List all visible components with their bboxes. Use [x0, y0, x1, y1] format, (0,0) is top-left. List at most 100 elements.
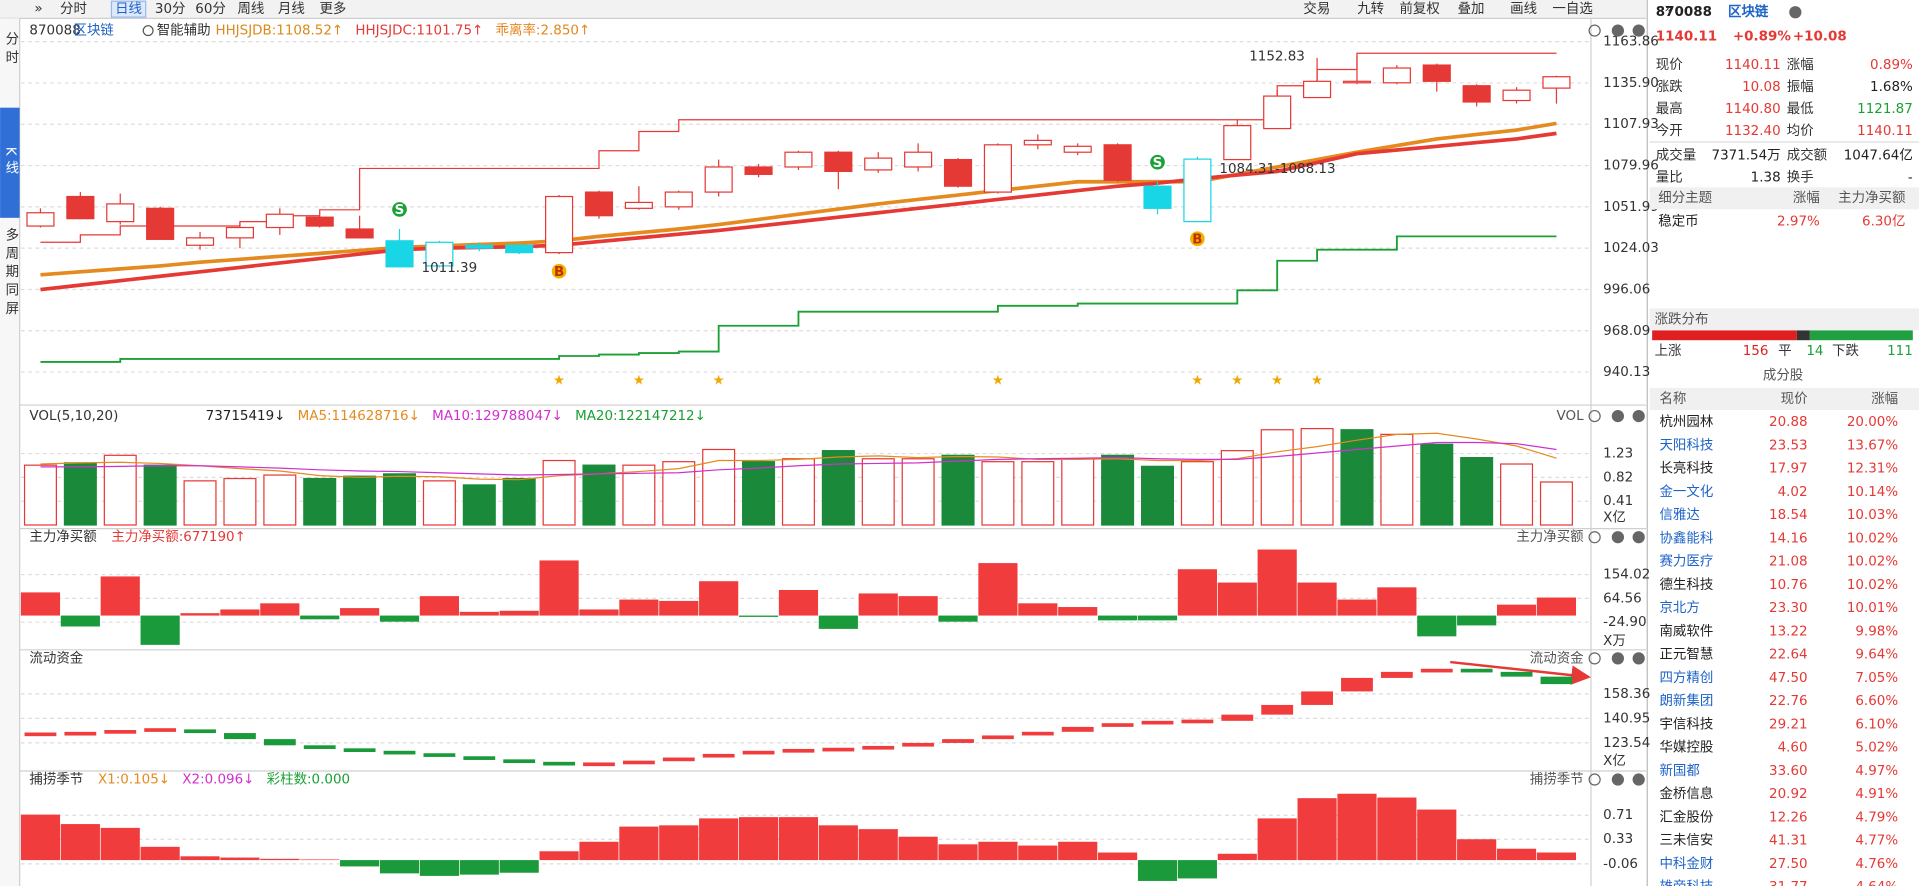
flow-bar	[1500, 671, 1533, 677]
signal-label: S	[395, 203, 405, 218]
assist-toggle[interactable]: 智能辅助	[157, 23, 211, 39]
volume-bar	[382, 473, 417, 526]
quote-value: 1140.11	[1857, 124, 1913, 139]
stock-name[interactable]: 金一文化	[1659, 484, 1713, 500]
stock-price: 22.76	[1769, 694, 1808, 709]
bar	[1018, 603, 1058, 616]
theme-cell[interactable]: 稳定币	[1658, 214, 1698, 230]
stock-name[interactable]: 华媒控股	[1659, 740, 1713, 756]
tool-button[interactable]: 前复权	[1399, 0, 1440, 17]
stock-name[interactable]: 京北方	[1659, 600, 1699, 616]
stock-pct: 4.97%	[1855, 764, 1898, 779]
stock-name[interactable]: 赛力医疗	[1659, 554, 1713, 570]
stock-name[interactable]: 中科金财	[1659, 856, 1713, 872]
stock-name[interactable]: 正元智慧	[1659, 647, 1713, 663]
panel-close-icon[interactable]	[1632, 652, 1645, 665]
quote-value: 1140.11	[1725, 58, 1781, 73]
stock-name[interactable]: 杭州园林	[1659, 414, 1713, 430]
panel-gear-icon[interactable]	[1588, 24, 1601, 37]
flow-bar	[782, 748, 815, 753]
tab[interactable]: 日线	[115, 1, 142, 17]
flow-bar	[303, 745, 336, 749]
panel-gear-icon[interactable]	[1588, 773, 1601, 786]
bar	[220, 609, 260, 616]
candle-body	[983, 144, 1012, 193]
sidebar-item[interactable]: K线	[2, 147, 19, 179]
tool-button[interactable]: 交易	[1303, 0, 1330, 17]
stock-name[interactable]: 宇信科技	[1659, 716, 1713, 732]
stock-name[interactable]: 天阳科技	[1659, 437, 1713, 453]
candle-body	[225, 226, 255, 239]
volume-bar	[781, 458, 815, 526]
stock-name[interactable]: 三未信安	[1659, 833, 1713, 849]
stock-name[interactable]: 信雅达	[1659, 507, 1699, 523]
stock-name[interactable]: 德生科技	[1659, 577, 1713, 593]
tab[interactable]: 30分	[155, 1, 186, 17]
stock-name[interactable]: 金桥信息	[1659, 785, 1713, 802]
indicator-value: HHJSJDB:1108.52↑	[215, 24, 343, 39]
tool-button[interactable]: 九转	[1357, 1, 1384, 17]
panel-gear-icon[interactable]	[1588, 409, 1601, 423]
volume-bar	[1260, 429, 1294, 526]
tab[interactable]: 月线	[278, 1, 305, 17]
panel-help-icon[interactable]	[1611, 24, 1625, 37]
stock-name[interactable]: 汇金股份	[1659, 809, 1713, 825]
sidebar-item[interactable]: 分时	[2, 32, 19, 69]
tab[interactable]: 60分	[195, 1, 226, 17]
flow-bar	[104, 730, 137, 734]
tool-button[interactable]: 画线	[1510, 1, 1537, 17]
candle-body	[584, 191, 614, 217]
panel-help-icon[interactable]	[1611, 531, 1625, 544]
stock-name[interactable]: 协鑫能科	[1659, 529, 1713, 546]
tab-active	[110, 0, 147, 18]
panel-help-icon[interactable]	[1611, 773, 1625, 786]
candle-body	[744, 166, 773, 175]
sidebar-item[interactable]: 多周期同屏	[2, 226, 19, 319]
tool-button[interactable]: 叠加	[1458, 1, 1485, 17]
volume-bar	[1420, 443, 1454, 526]
panel-gear-icon[interactable]	[1588, 652, 1601, 665]
panel-close-icon[interactable]	[1632, 24, 1645, 37]
y-tick-label: 0.41	[1603, 494, 1633, 509]
panel-help-icon[interactable]	[1611, 652, 1625, 665]
panel-close-icon[interactable]	[1632, 409, 1645, 423]
panel-help-icon[interactable]	[1611, 409, 1625, 423]
tool-button[interactable]: 一自选	[1552, 1, 1592, 17]
panel-right-label: 捕捞季节	[1530, 772, 1584, 788]
y-tick-label: 940.13	[1603, 365, 1650, 380]
stock-name[interactable]: 四方精创	[1659, 670, 1713, 686]
toolbar-collapse[interactable]: »	[34, 2, 42, 17]
candle-body	[66, 195, 95, 220]
flow-bar	[1380, 671, 1413, 678]
stock-name[interactable]: 新国都	[1659, 763, 1699, 779]
candle-body	[385, 240, 414, 268]
panel-close-icon[interactable]	[1632, 531, 1645, 544]
tab[interactable]: 更多	[319, 0, 346, 17]
volume-bar	[981, 461, 1015, 526]
volume-bar	[63, 462, 97, 526]
stock-name[interactable]: 朗新集团	[1659, 693, 1713, 709]
stock-name[interactable]: 长亮科技	[1659, 460, 1713, 477]
stock-name[interactable]: 雄帝科技	[1659, 879, 1713, 886]
bar	[499, 860, 539, 873]
tab[interactable]: 分时	[60, 1, 87, 17]
info-icon[interactable]	[1789, 6, 1802, 19]
quote-label: 成交量	[1656, 146, 1696, 163]
panel-close-icon[interactable]	[1632, 773, 1645, 786]
tab[interactable]: 周线	[237, 1, 264, 17]
panel-gear-icon[interactable]	[1588, 531, 1601, 544]
indicator-value: MA20:122147212↓	[575, 409, 706, 424]
volume-bar	[23, 464, 57, 526]
panel-collapse[interactable]: »	[1664, 2, 1672, 17]
signal-label: S	[1153, 156, 1163, 171]
flow-bar	[463, 756, 496, 760]
bar	[978, 841, 1018, 861]
bar	[1137, 860, 1178, 881]
volume-bar	[941, 454, 975, 526]
stock-name[interactable]: 南威软件	[1659, 623, 1713, 639]
candle-body	[864, 157, 893, 171]
stock-pct: 20.00%	[1847, 415, 1899, 430]
price-annotation: 1011.39	[422, 261, 478, 276]
indicator-line	[40, 441, 1557, 476]
flow-bar	[742, 750, 775, 755]
